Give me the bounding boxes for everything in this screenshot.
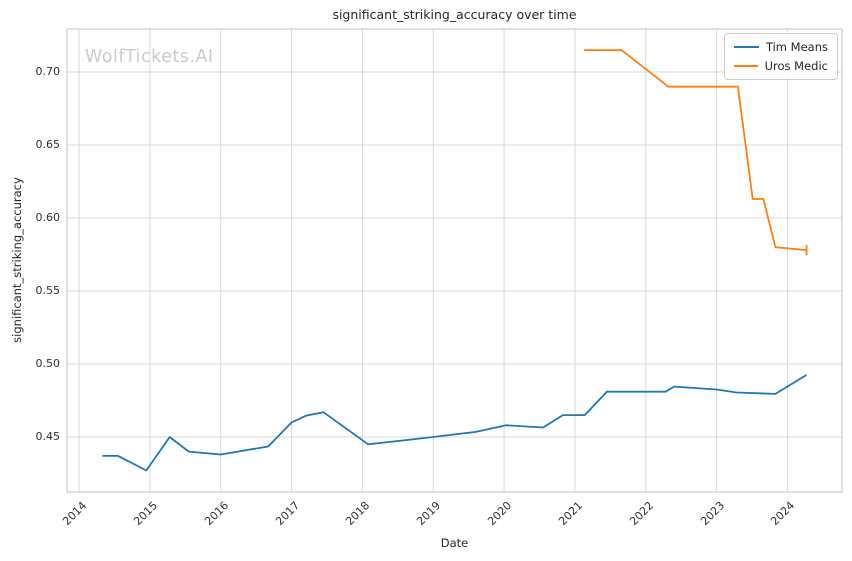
y-tick-label: 0.55	[35, 284, 61, 297]
series-line-tim-means	[102, 374, 808, 472]
legend-line-swatch-blue	[734, 46, 759, 48]
chart-title: significant_striking_accuracy over time	[332, 7, 577, 22]
series-line-uros-medic	[584, 49, 807, 251]
y-tick-label: 0.70	[35, 65, 61, 79]
y-tick-label: 0.60	[35, 211, 61, 225]
y-tick-label: 0.45	[35, 429, 61, 443]
legend-entry-tim-means: Tim Means	[734, 40, 828, 54]
legend-label: Tim Means	[765, 40, 828, 54]
y-axis-label: significant_striking_accuracy	[10, 177, 24, 343]
y-tick-label: 0.65	[35, 138, 61, 152]
legend: Tim Means Uros Medic	[724, 33, 838, 80]
x-axis-label: Date	[440, 536, 469, 550]
legend-label: Uros Medic	[764, 59, 828, 73]
y-tick-label: 0.50	[35, 356, 61, 370]
watermark: WolfTickets.AI	[85, 47, 214, 67]
legend-entry-uros-medic: Uros Medic	[734, 59, 828, 73]
plot-border	[66, 28, 843, 493]
legend-line-swatch-orange	[734, 65, 758, 67]
